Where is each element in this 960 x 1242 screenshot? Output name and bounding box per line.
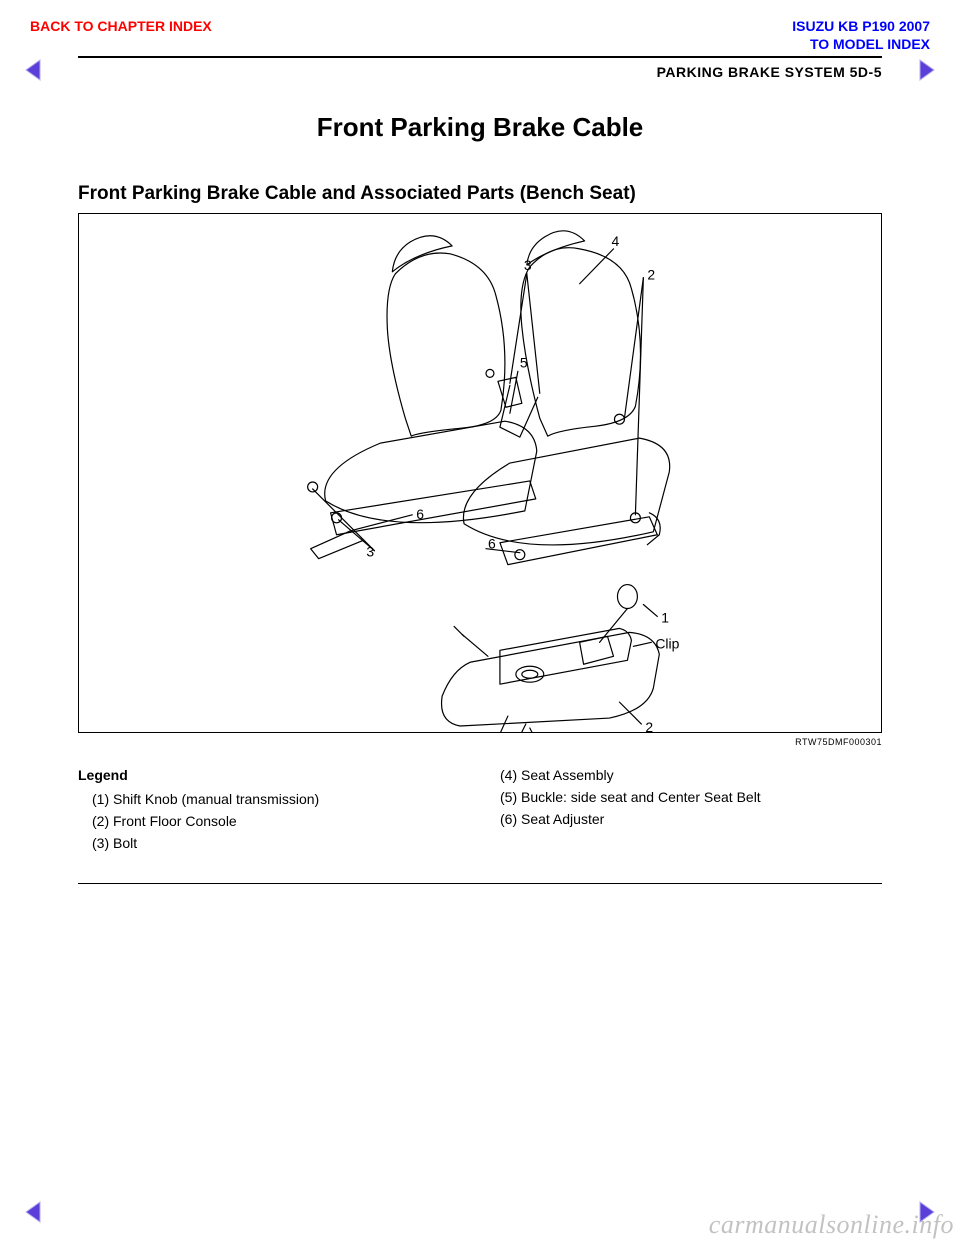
callout-2b: 2 [645,719,653,732]
prev-page-arrow-top[interactable] [24,58,42,82]
section-title: Front Parking Brake Cable and Associated… [78,183,882,205]
callout-5: 5 [520,354,528,370]
legend-item: (6) Seat Adjuster [500,811,882,827]
top-nav: BACK TO CHAPTER INDEX ISUZU KB P190 2007… [0,18,960,53]
callout-2a: 2 [647,267,655,283]
model-links: ISUZU KB P190 2007 TO MODEL INDEX [792,18,930,53]
header-rule [78,56,882,58]
legend-left: Legend (1) Shift Knob (manual transmissi… [78,767,460,857]
header-label: PARKING BRAKE SYSTEM 5D-5 [78,64,882,80]
next-page-arrow-top[interactable] [918,58,936,82]
section-divider [78,883,882,884]
figure: 3 4 2 5 6 6 3 1 Clip 2 [78,213,882,733]
watermark: carmanualsonline.info [709,1210,954,1240]
model-link-a[interactable]: ISUZU KB P190 2007 [792,18,930,34]
page-content: PARKING BRAKE SYSTEM 5D-5 Front Parking … [78,56,882,884]
legend-item: (4) Seat Assembly [500,767,882,783]
legend-item: (5) Buckle: side seat and Center Seat Be… [500,789,882,805]
callout-clip: Clip [655,635,679,651]
legend-item: (1) Shift Knob (manual transmission) [78,791,460,807]
legend: Legend (1) Shift Knob (manual transmissi… [78,767,882,857]
callout-6b: 6 [488,536,496,552]
legend-item: (2) Front Floor Console [78,813,460,829]
back-to-chapter-link[interactable]: BACK TO CHAPTER INDEX [30,18,212,53]
model-link-b[interactable]: TO MODEL INDEX [810,36,930,52]
legend-right: (4) Seat Assembly (5) Buckle: side seat … [500,767,882,857]
page-title: Front Parking Brake Cable [78,112,882,143]
figure-svg: 3 4 2 5 6 6 3 1 Clip 2 [79,214,881,732]
prev-page-arrow-bottom[interactable] [24,1200,42,1224]
figure-code: RTW75DMF000301 [78,737,882,747]
callout-4: 4 [611,233,619,249]
callout-3a: 3 [524,257,532,273]
callout-6a: 6 [416,506,424,522]
callout-1: 1 [661,609,669,625]
legend-title: Legend [78,767,460,783]
callout-3b: 3 [366,544,374,560]
legend-item: (3) Bolt [78,835,460,851]
